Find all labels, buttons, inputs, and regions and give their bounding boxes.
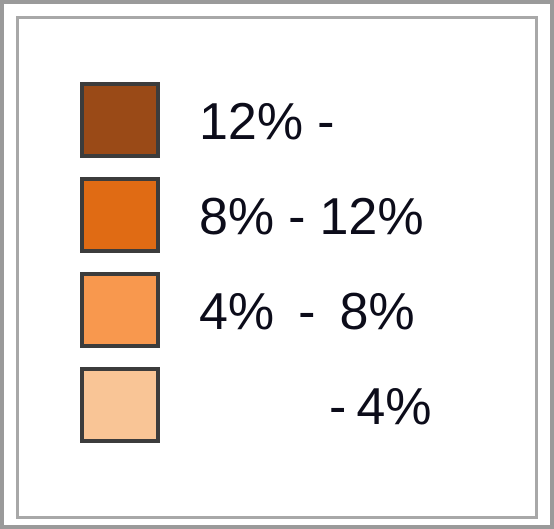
legend-panel: 12% - 8% -12% 4% -8% -4% (16, 16, 538, 519)
legend-item: 12% - (19, 82, 535, 162)
legend-item: 8% -12% (19, 177, 535, 257)
range-min: 12% (199, 93, 304, 151)
legend-range: 4% -8% (199, 274, 415, 350)
range-separator: - (329, 378, 347, 436)
range-max: 12% (319, 188, 424, 246)
legend-item: -4% (19, 367, 535, 447)
legend-range: 12% - (199, 84, 348, 160)
legend-item: 4% -8% (19, 272, 535, 352)
range-min: 8% (199, 188, 275, 246)
legend-swatch (80, 272, 160, 348)
legend-swatch (80, 82, 160, 158)
range-max: 8% (339, 283, 415, 341)
legend-range: -4% (329, 369, 431, 445)
range-max: 4% (356, 378, 432, 436)
legend-swatch (80, 367, 160, 443)
range-separator: - (317, 93, 335, 151)
legend-range: 8% -12% (199, 179, 424, 255)
range-min: 4% (199, 283, 275, 341)
legend-swatch (80, 177, 160, 253)
range-separator: - (298, 283, 316, 341)
range-separator: - (288, 188, 306, 246)
